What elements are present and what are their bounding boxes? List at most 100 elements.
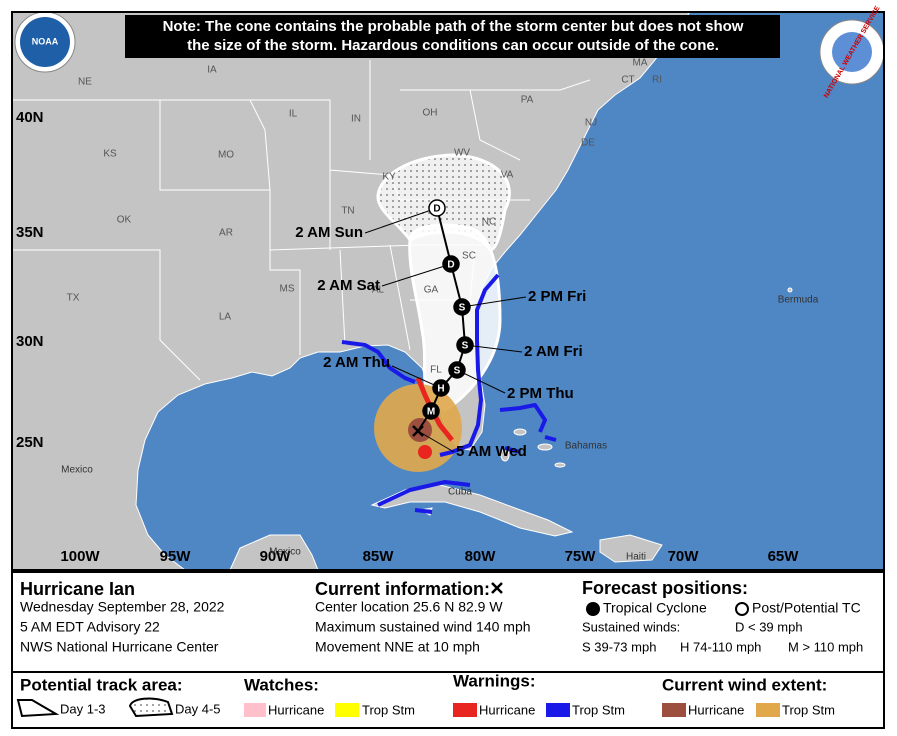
region-label: AL: [372, 285, 385, 296]
longitude-label: 90W: [260, 548, 292, 565]
issuer: NWS National Hurricane Center: [20, 639, 219, 655]
region-label: LA: [219, 312, 232, 323]
forecast-point: [432, 379, 450, 397]
storm-date: Wednesday September 28, 2022: [20, 599, 225, 615]
forecast-point: [428, 199, 446, 217]
wind-class: H 74-110 mph: [680, 639, 761, 654]
region-label: MA: [633, 58, 648, 69]
forecast-label: 2 PM Fri: [528, 288, 586, 305]
watch-trop-stm: Trop Stm: [362, 702, 415, 717]
region-label: Bahamas: [565, 441, 607, 452]
forecast-point: [448, 361, 466, 379]
longitude-label: 85W: [363, 548, 395, 565]
warning-trop-stm: Trop Stm: [572, 702, 625, 717]
region-label: IA: [207, 65, 217, 76]
note-line: the size of the storm. Hazardous conditi…: [187, 37, 719, 54]
region-label: Mexico: [61, 465, 93, 476]
region-label: NJ: [585, 118, 597, 129]
region-label: CT: [621, 75, 634, 86]
current-line: Center location 25.6 N 82.9 W: [315, 599, 503, 615]
watch-hurricane: Hurricane: [268, 702, 324, 717]
region-label: NE: [78, 77, 92, 88]
sustained-winds: Sustained winds:: [582, 619, 680, 634]
storm-name: Hurricane Ian: [20, 579, 135, 599]
current-title: Current information:: [315, 579, 490, 599]
tropical-cyclone: Tropical Cyclone: [603, 600, 707, 616]
region-label: Mexico: [269, 547, 301, 558]
longitude-label: 80W: [465, 548, 497, 565]
wind-title: Current wind extent:: [662, 675, 827, 694]
current-position: [412, 425, 424, 437]
region-label: TN: [341, 206, 354, 217]
advisory: 5 AM EDT Advisory 22: [20, 619, 160, 635]
latitude-label: 40N: [16, 109, 44, 126]
region-label: MS: [280, 284, 295, 295]
region-label: TX: [67, 293, 80, 304]
region-label: Cuba: [448, 487, 472, 498]
region-label: NC: [482, 217, 496, 228]
wind-class: M > 110 mph: [788, 639, 863, 654]
longitude-label: 95W: [160, 548, 192, 565]
longitude-label: 70W: [668, 548, 700, 565]
nws-logo: [819, 19, 884, 85]
wind-class: D < 39 mph: [735, 619, 803, 634]
forecast-point: [442, 255, 460, 273]
leader-lines: [364, 207, 527, 453]
region-label: DE: [581, 138, 595, 149]
latitude-label: 30N: [16, 333, 44, 350]
region-label: OK: [117, 215, 132, 226]
wind-hurricane: Hurricane: [688, 702, 744, 717]
note-line: Note: The cone contains the probable pat…: [163, 18, 744, 35]
latitude-label: 35N: [16, 224, 44, 241]
noaa-logo: [14, 12, 76, 73]
region-label: IL: [289, 109, 298, 120]
legend-symbols: [16, 582, 780, 718]
region-label: FL: [430, 365, 442, 376]
current-line: Maximum sustained wind 140 mph: [315, 619, 531, 635]
forecast-point: [456, 336, 474, 354]
region-label: PA: [521, 95, 534, 106]
warnings-title: Warnings:: [453, 671, 535, 690]
region-label: RI: [652, 75, 662, 86]
forecast-point-letter: D: [433, 204, 440, 215]
longitude-label: 100W: [60, 548, 100, 565]
forecast-point-letter: S: [459, 303, 466, 314]
wind-class: S 39-73 mph: [582, 639, 656, 654]
forecast-title: Forecast positions:: [582, 578, 748, 598]
warning-hurricane: Hurricane: [479, 702, 535, 717]
day-4-5: Day 4-5: [175, 701, 221, 716]
note-box: [125, 15, 780, 58]
region-label: Bermuda: [778, 295, 819, 306]
noaa-logo-text: NOAA: [32, 36, 59, 46]
forecast-point-letter: D: [447, 260, 454, 271]
forecast-point: [453, 298, 471, 316]
map: [12, 12, 884, 570]
region-label: OH: [423, 108, 438, 119]
trop-stm-warnings: [341, 273, 557, 514]
region-label: KS: [103, 149, 117, 160]
region-label: VA: [501, 170, 514, 181]
wind-extent-spot: [418, 445, 432, 459]
forecast-point-letter: S: [454, 366, 461, 377]
latitude-label: 25N: [16, 434, 44, 451]
forecast-point: [422, 402, 440, 420]
forecast-point-letter: H: [437, 384, 444, 395]
track-title: Potential track area:: [20, 675, 183, 694]
region-label: GA: [424, 285, 439, 296]
forecast-label: 2 PM Thu: [507, 385, 574, 402]
post-tc: Post/Potential TC: [752, 600, 861, 616]
forecast-label: 2 AM Fri: [524, 343, 583, 360]
watches-title: Watches:: [244, 675, 319, 694]
forecast-point-letter: M: [427, 407, 435, 418]
longitude-label: 75W: [565, 548, 597, 565]
region-label: IN: [351, 114, 361, 125]
map-frame: [11, 11, 885, 571]
forecast-label: 2 AM Thu: [323, 354, 390, 371]
region-label: Haiti: [626, 552, 646, 563]
region-label: MO: [218, 150, 234, 161]
forecast-point-letter: S: [462, 341, 469, 352]
region-label: SC: [462, 251, 476, 262]
wind-trop-stm: Trop Stm: [782, 702, 835, 717]
current-line: Movement NNE at 10 mph: [315, 639, 480, 655]
